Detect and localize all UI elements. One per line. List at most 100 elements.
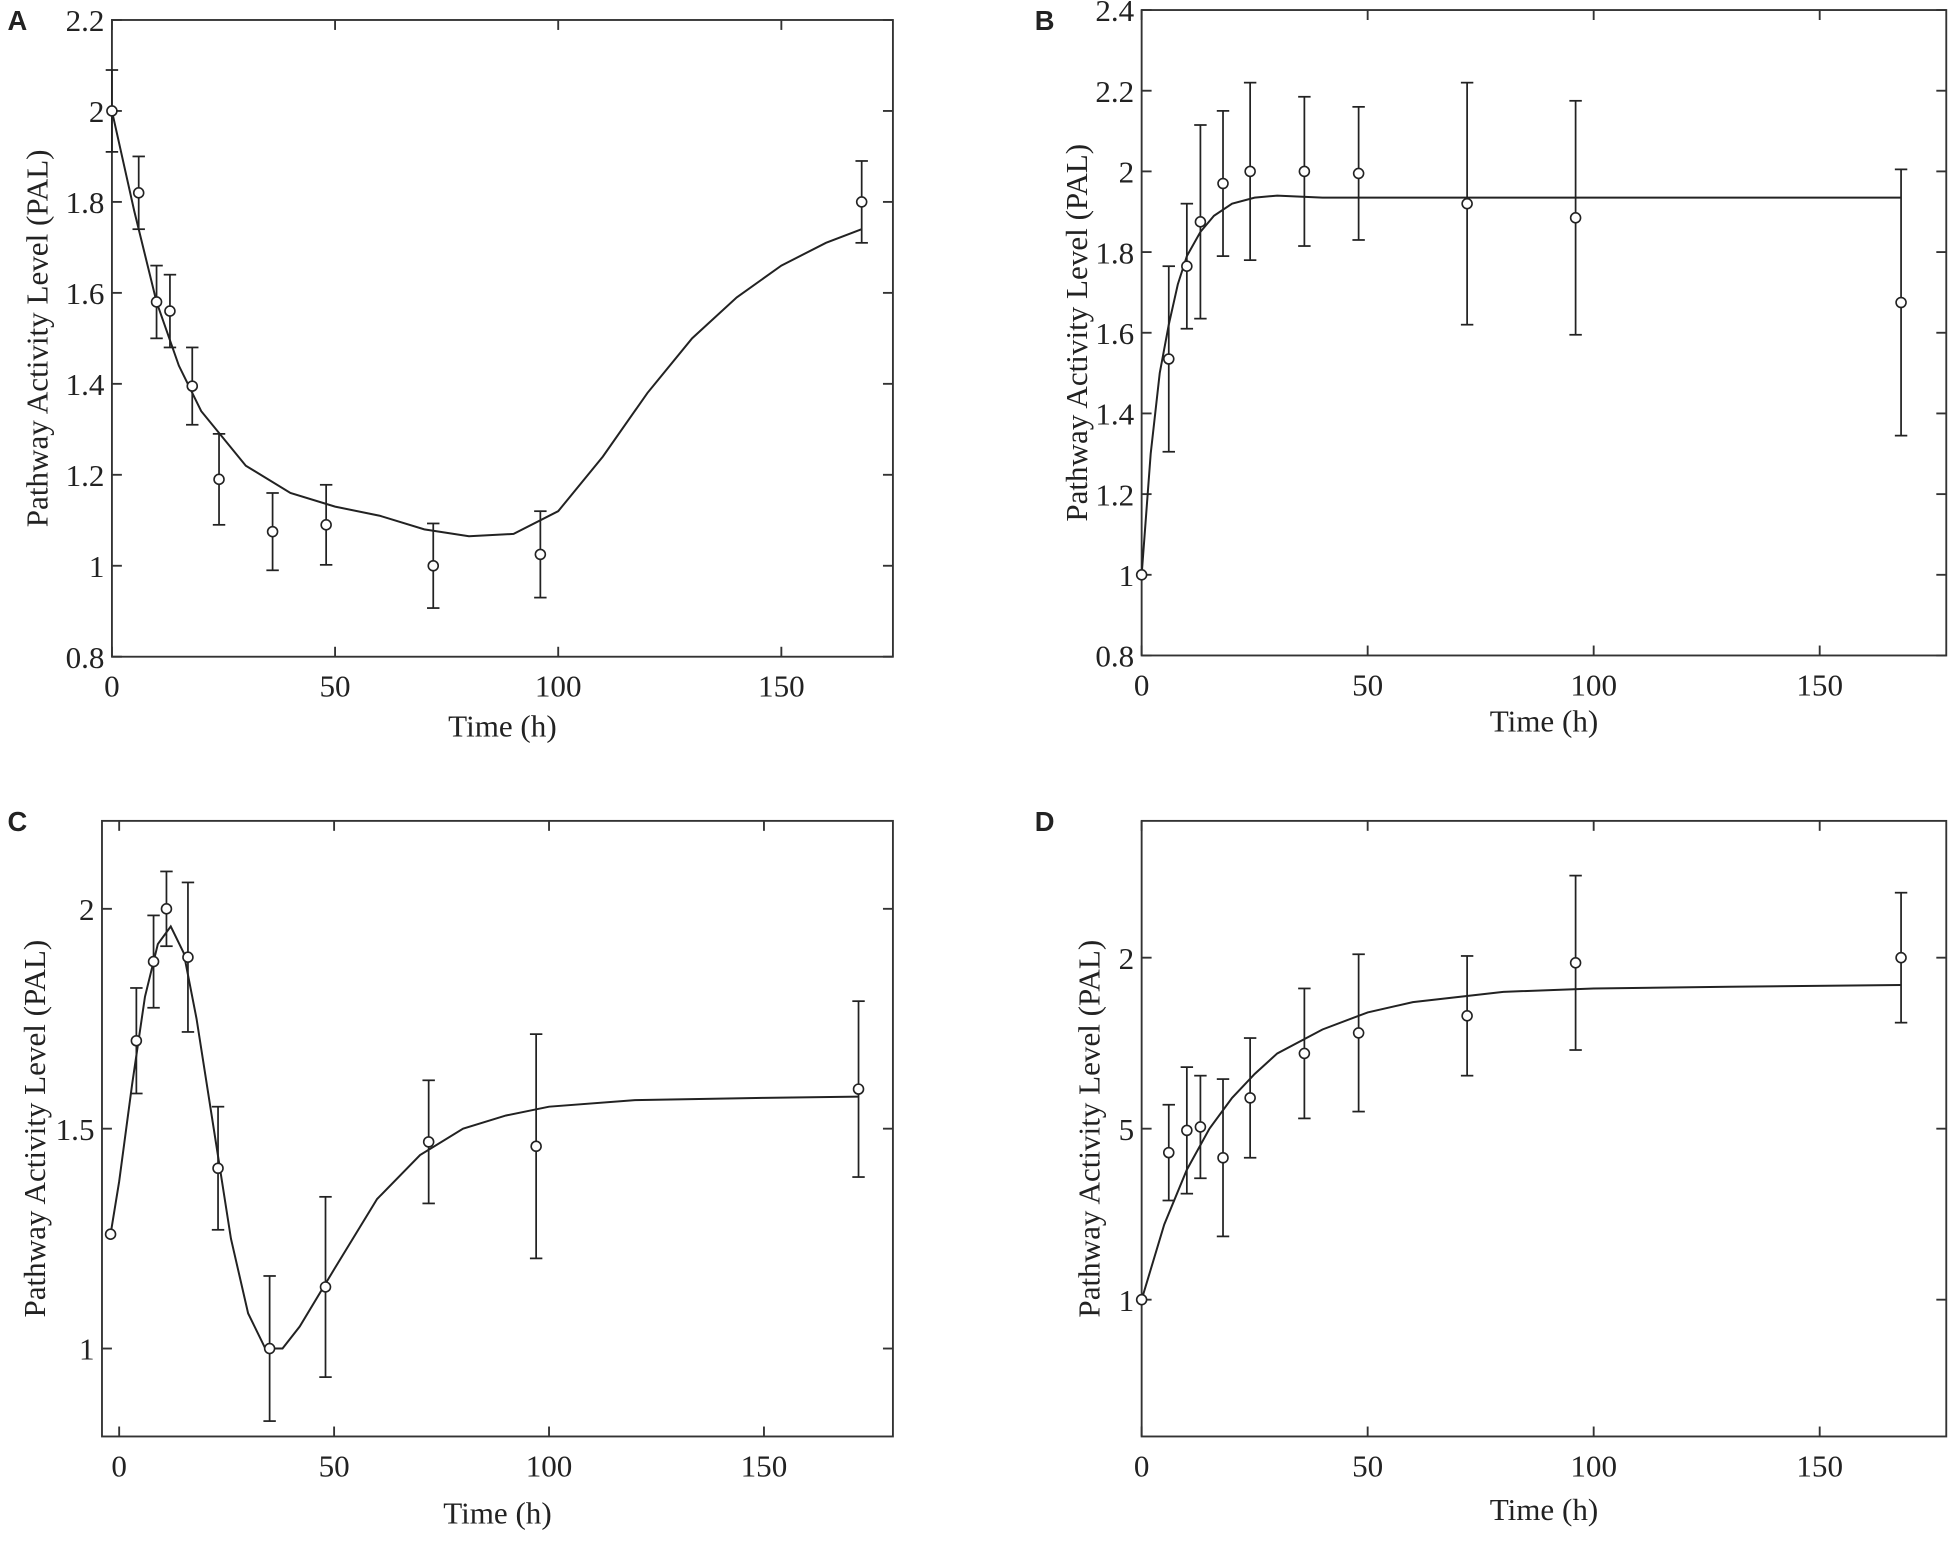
x-axis-label: Time (h) [1490,703,1599,738]
data-point [182,951,194,963]
plot-frame [110,19,894,658]
x-tick-label: 50 [1352,667,1383,702]
y-tick-label: 1.2 [66,458,105,493]
data-point [530,1140,542,1153]
y-tick-label: 2 [1119,155,1135,190]
y-tick-label: 2 [1119,941,1135,976]
x-axis-label: Time (h) [1490,1492,1599,1527]
data-point [1217,177,1229,190]
y-tick-label: 1.4 [66,367,105,402]
y-tick-label: 0.8 [66,640,105,675]
data-point [427,559,440,572]
panel-label: B [1035,5,1055,36]
data-point [1181,1124,1193,1137]
y-tick-label: 1.4 [1095,397,1134,432]
x-tick-label: 100 [526,1448,573,1483]
data-point [1298,165,1311,178]
data-point [1895,296,1907,309]
y-tick-label: 1.2 [1095,477,1134,512]
data-point [147,955,160,968]
y-axis-label: Pathway Activity Level (PAL) [1059,144,1094,522]
data-point [1194,216,1207,228]
x-tick-label: 0 [1134,1448,1150,1483]
plot-frame [101,819,894,1438]
data-point [855,196,868,208]
data-point [1194,1121,1207,1133]
data-point [186,380,199,392]
data-point [263,1342,276,1355]
y-tick-label: 1.5 [56,1112,95,1147]
x-tick-label: 150 [1796,1448,1843,1483]
data-point [164,305,176,317]
data-point [130,1034,143,1047]
data-point [319,1281,332,1293]
data-point [104,1228,117,1240]
x-tick-label: 150 [741,1448,788,1483]
y-tick-label: 2.2 [66,3,105,38]
fit-curve [1140,194,1902,575]
panel-label: D [1035,806,1055,837]
x-tick-label: 0 [104,669,120,704]
fit-curve [109,924,859,1350]
y-tick-label: 2 [89,94,105,129]
y-tick-label: 1.6 [1095,316,1134,351]
y-tick-label: 5 [1119,1112,1135,1147]
y-tick-label: 2.4 [1095,0,1134,28]
plot-frame [1140,9,1948,657]
data-point [1162,353,1175,365]
data-point [150,296,163,308]
y-tick-label: 1 [1119,558,1135,593]
panel-label: A [7,5,27,36]
plot-frame [1140,819,1948,1438]
data-point [1135,569,1148,581]
y-tick-label: 1 [79,1332,95,1367]
y-axis-label: Pathway Activity Level (PAL) [19,149,54,527]
data-point [320,519,332,531]
y-tick-label: 2.2 [1095,74,1134,109]
fit-curve [1140,984,1902,1300]
data-point [213,473,225,486]
x-tick-label: 100 [1570,667,1617,702]
y-tick-label: 1.8 [66,185,105,220]
y-tick-label: 1.6 [66,276,105,311]
y-axis-label: Pathway Activity Level (PAL) [17,940,52,1318]
x-axis-label: Time (h) [443,1496,552,1531]
y-tick-label: 2 [79,892,95,927]
data-point [1352,1027,1365,1039]
data-point [1162,1146,1175,1159]
fit-curve [110,110,863,538]
x-tick-label: 0 [1134,667,1150,702]
data-point [1217,1151,1229,1164]
y-tick-label: 1.8 [1095,235,1134,270]
y-axis-label: Pathway Activity Level (PAL) [1071,940,1106,1318]
x-tick-label: 100 [1570,1448,1617,1483]
data-point [1135,1293,1148,1306]
data-point [422,1136,435,1148]
data-point [1461,197,1473,210]
data-point [160,903,173,915]
data-point [1181,260,1193,272]
data-point [1244,1092,1256,1104]
data-point [132,187,145,199]
data-point [1461,1010,1473,1022]
data-point [1244,165,1256,178]
x-tick-label: 150 [1796,667,1843,702]
x-axis-label: Time (h) [448,708,557,743]
x-tick-label: 150 [758,669,805,704]
y-tick-label: 1 [1119,1283,1135,1318]
x-tick-label: 100 [535,669,582,704]
y-tick-label: 0.8 [1095,639,1134,674]
y-tick-label: 1 [89,549,105,584]
data-point [212,1162,224,1175]
x-tick-label: 0 [111,1448,127,1483]
data-point [1895,951,1907,964]
x-tick-label: 50 [320,669,351,704]
data-point [1569,212,1582,224]
data-point [1352,167,1365,180]
data-point [1298,1047,1311,1060]
x-tick-label: 50 [1352,1448,1383,1483]
x-tick-label: 50 [319,1448,350,1483]
data-point [1569,957,1582,969]
